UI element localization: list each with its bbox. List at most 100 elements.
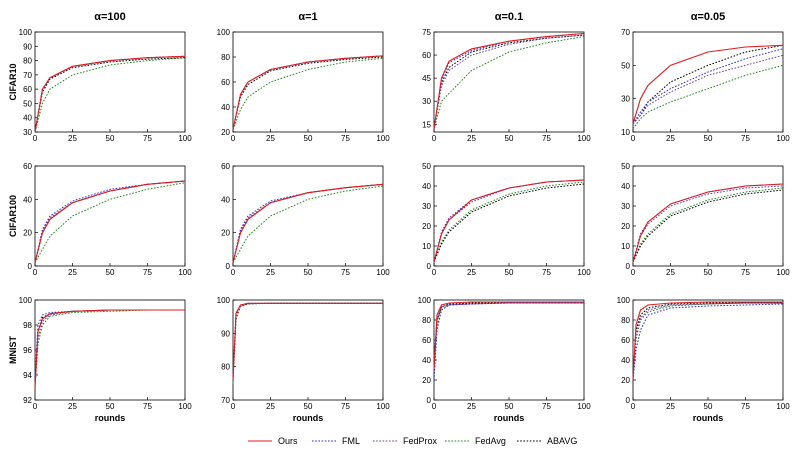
panel-r2-c0: MNIST rounds 0 25 50 75 100 92 94 96 98 100: [8, 296, 192, 423]
y-tick-label: 45: [422, 74, 431, 83]
x-tick-label: 0: [231, 268, 236, 277]
y-tick-label: 100: [19, 28, 33, 37]
y-tick-label: 60: [221, 162, 230, 171]
y-tick-label: 50: [23, 99, 32, 108]
y-tick-label: 50: [422, 162, 431, 171]
series-line-fedprox: [232, 183, 384, 263]
series-line-fedprox: [232, 55, 384, 130]
y-tick-label: 90: [221, 329, 230, 338]
series-line-fml: [34, 180, 186, 263]
x-tick-label: 0: [33, 402, 38, 411]
panel-r1-c2: 0 25 50 75 100 0 10 20 30 40 50: [422, 162, 591, 277]
x-tick-label: 75: [341, 134, 350, 143]
y-tick-label: 0: [626, 396, 631, 405]
x-tick-label: 0: [631, 402, 636, 411]
axes-frame: [632, 31, 784, 133]
series-line-fedprox: [433, 179, 585, 263]
series-line-fml: [34, 309, 185, 376]
panel-title: α=0.1: [495, 11, 523, 23]
x-tick-label: 75: [741, 268, 750, 277]
series-line-fedprox: [34, 55, 186, 133]
x-tick-label: 25: [266, 402, 275, 411]
y-tick-label: 0: [226, 262, 231, 271]
y-tick-label: 30: [621, 95, 630, 104]
series-line-fedprox: [632, 302, 783, 381]
y-tick-label: 0: [626, 262, 631, 271]
y-tick-label: 80: [221, 363, 230, 372]
panel-title: α=100: [94, 11, 126, 23]
y-tick-label: 20: [23, 229, 32, 238]
y-tick-label: 10: [422, 242, 431, 251]
x-tick-label: 75: [741, 134, 750, 143]
y-tick-label: 30: [621, 202, 630, 211]
x-tick-label: 100: [376, 134, 390, 143]
series-line-fedprox: [632, 185, 784, 263]
series-line-abavg: [433, 183, 585, 263]
x-tick-label: 0: [432, 134, 437, 143]
x-tick-label: 75: [143, 134, 152, 143]
panel-title: α=0.05: [691, 11, 726, 23]
panel-title: α=1: [298, 11, 317, 23]
x-tick-label: 75: [741, 402, 750, 411]
x-tick-label: 25: [467, 402, 476, 411]
series-line-abavg: [34, 309, 185, 382]
y-tick-label: 0: [427, 262, 432, 271]
x-tick-label: 50: [106, 134, 115, 143]
x-tick-label: 75: [542, 402, 551, 411]
series-line-ours: [433, 301, 584, 371]
series-line-ours: [433, 32, 585, 129]
y-tick-label: 20: [221, 229, 230, 238]
x-tick-label: 25: [467, 268, 476, 277]
x-tick-label: 0: [631, 134, 636, 143]
panel-r0-c0: α=100 CIFAR10 0 25 50 75 100 30 40 50 60 70 80 90 100: [8, 11, 192, 143]
series-line-fml: [232, 183, 384, 263]
row-label: CIFAR10: [8, 63, 18, 100]
y-tick-label: 15: [422, 120, 431, 129]
series-line-abavg: [433, 302, 584, 366]
y-tick-label: 98: [23, 321, 32, 330]
y-tick-label: 40: [23, 195, 32, 204]
y-tick-label: 50: [621, 162, 630, 171]
x-tick-label: 25: [666, 134, 675, 143]
y-tick-label: 40: [422, 182, 431, 191]
x-tick-label: 100: [376, 268, 390, 277]
series-line-fedavg: [232, 302, 383, 384]
y-tick-label: 60: [23, 85, 32, 94]
y-tick-label: 100: [19, 296, 33, 305]
x-tick-label: 100: [178, 402, 192, 411]
axes-frame: [34, 165, 186, 267]
axes-frame: [232, 299, 384, 401]
series-line-fedprox: [34, 309, 185, 388]
series-line-abavg: [632, 189, 784, 263]
x-tick-label: 50: [505, 402, 514, 411]
series-line-fedavg: [232, 185, 384, 263]
y-tick-label: 60: [422, 336, 431, 345]
axes-frame: [632, 299, 784, 401]
y-tick-label: 40: [23, 114, 32, 123]
x-tick-label: 50: [505, 134, 514, 143]
y-tick-label: 60: [23, 162, 32, 171]
series-line-fml: [34, 55, 186, 133]
y-tick-label: 100: [217, 28, 231, 37]
y-tick-label: 70: [23, 71, 32, 80]
y-tick-label: 40: [621, 356, 630, 365]
x-tick-label: 100: [776, 134, 790, 143]
y-tick-label: 30: [422, 97, 431, 106]
y-tick-label: 94: [23, 371, 32, 380]
series-line-ours: [232, 302, 383, 381]
x-tick-label: 0: [231, 402, 236, 411]
y-tick-label: 0: [28, 262, 33, 271]
series-line-fedavg: [433, 181, 585, 263]
series-line-ours: [632, 44, 784, 124]
series-line-fml: [433, 33, 585, 129]
series-line-ours: [632, 301, 783, 381]
y-tick-label: 80: [221, 53, 230, 62]
y-tick-label: 0: [427, 396, 432, 405]
series-line-ours: [34, 55, 186, 133]
row-label: MNIST: [8, 336, 18, 365]
x-tick-label: 25: [68, 268, 77, 277]
y-tick-label: 80: [422, 316, 431, 325]
x-tick-label: 75: [542, 268, 551, 277]
series-line-fedavg: [632, 302, 783, 381]
